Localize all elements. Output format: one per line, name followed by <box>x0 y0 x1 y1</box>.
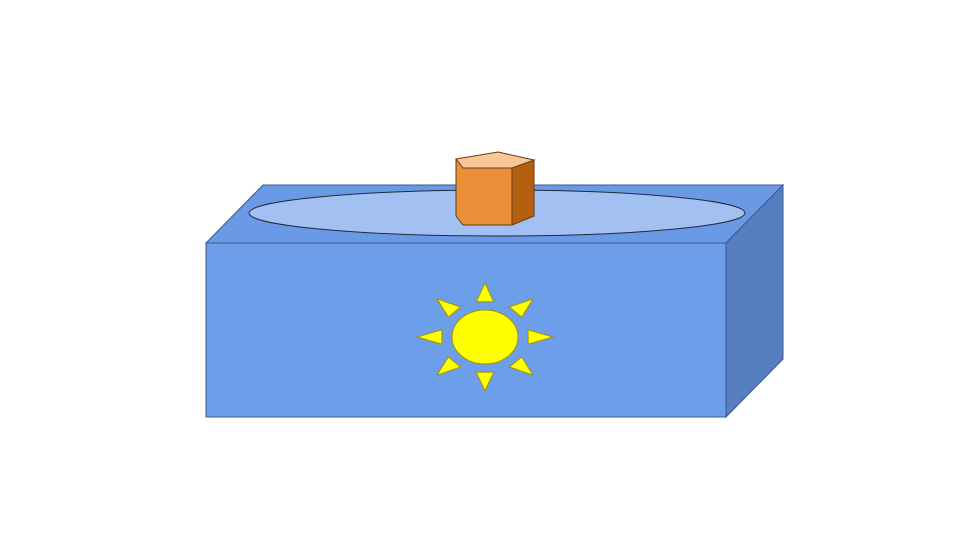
pentagonal-prism-icon <box>455 151 536 226</box>
sun-rays <box>415 281 555 393</box>
sun-core <box>451 309 519 365</box>
sun-ray <box>508 356 535 377</box>
sun-icon <box>415 281 555 393</box>
sun-ray <box>435 356 462 377</box>
sun-ray <box>435 297 462 318</box>
sun-ray <box>415 329 443 345</box>
prism-top-face <box>455 151 536 169</box>
sun-ray <box>527 329 555 345</box>
prism-front-face <box>455 158 513 226</box>
sun-ray <box>508 297 535 318</box>
prism-side-face <box>511 159 535 226</box>
sun-ray <box>475 371 495 393</box>
sun-ray <box>475 281 495 303</box>
